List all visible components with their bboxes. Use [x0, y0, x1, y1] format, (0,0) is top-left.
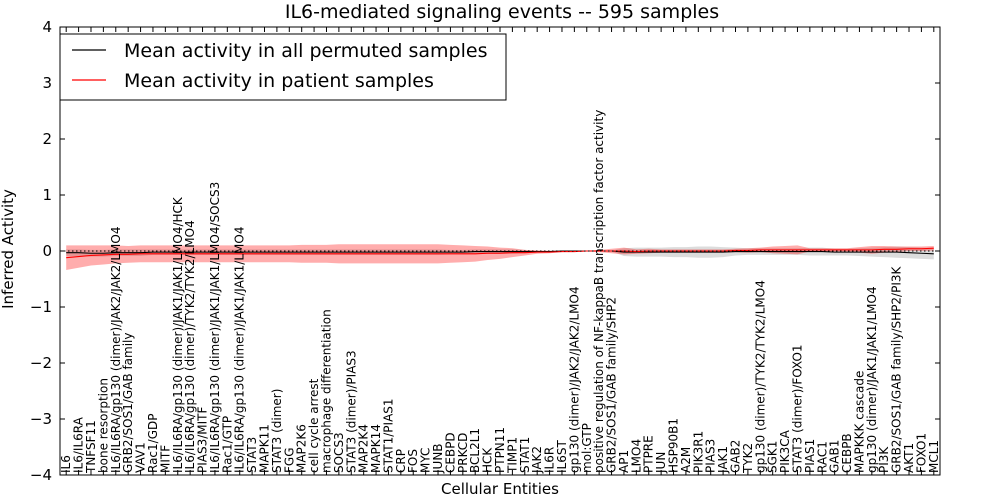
x-tick-label: cell cycle arrest: [307, 378, 321, 473]
x-tick-label: IL6ST: [555, 440, 569, 473]
x-tick-label: PTPN11: [493, 427, 507, 473]
x-tick-label: PI3K: [877, 446, 891, 473]
x-tick-label: SOCS3: [332, 432, 346, 473]
x-tick-label: GRB2/SOS1/GAB family/SHP2: [605, 297, 619, 473]
y-tick-label: 0: [42, 242, 52, 260]
legend-label-patient: Mean activity in patient samples: [124, 70, 434, 92]
x-tick-label: PIK3CA: [778, 429, 792, 473]
y-axis-label: Inferred Activity: [0, 189, 17, 309]
x-tick-label: STAT1/PIAS1: [381, 398, 395, 473]
x-tick-label: gp130 (dimer)/JAK2/JAK2/LMO4: [567, 286, 581, 473]
x-tick-label: PIAS1: [803, 439, 817, 473]
x-tick-label: PRKCD: [456, 433, 470, 473]
x-tick-label: STAT3 (dimer)/PIAS3: [344, 350, 358, 473]
x-tick-label: STAT3 (dimer)/FOXO1: [790, 344, 804, 473]
x-tick-label: LMO4: [629, 439, 643, 473]
y-axis: −4 −3 −2 −1 0 1 2 3 4: [30, 18, 940, 484]
x-tick-label: Rac1/GTP: [220, 416, 234, 473]
x-tick-label: Rac1/GDP: [146, 414, 160, 473]
x-tick-label: gp130 (dimer)/TYK2/TYK2/LMO4: [753, 280, 767, 473]
x-tick-label: GRB2/SOS1/GAB family/SHP2/PI3K: [890, 265, 904, 473]
chart-title: IL6-mediated signaling events -- 595 sam…: [285, 1, 719, 23]
x-tick-label: A2M: [679, 447, 693, 473]
x-tick-label: CEBPB: [840, 433, 854, 473]
y-tick-label: 2: [42, 130, 52, 148]
x-tick-label: GRB2/SOS1/GAB family: [121, 333, 135, 474]
x-tick-label: TNFSF11: [84, 420, 98, 474]
legend-box: [59, 33, 507, 101]
y-tick-label: 1: [42, 186, 52, 204]
x-tick-label: IL6/IL6RA/gp130 (dimer)/JAK1/JAK1/LMO4/H…: [171, 196, 185, 473]
x-tick-label: AP1: [617, 450, 631, 473]
x-tick-label: TYK2: [741, 443, 755, 474]
y-tick-label: 4: [42, 18, 52, 36]
x-tick-label: MAP2K4: [357, 424, 371, 473]
series-lines: [66, 247, 934, 259]
y-tick-label: 3: [42, 74, 52, 92]
x-tick-label: PTPRE: [642, 435, 656, 473]
x-tick-label: JAK2: [530, 446, 544, 474]
x-tick-label: CEBPD: [443, 432, 457, 473]
y-tick-label: −3: [30, 410, 52, 428]
x-tick-label: PIK3R1: [691, 431, 705, 473]
x-tick-label: MAPK14: [369, 424, 383, 473]
x-tick-label: MAPK11: [258, 424, 272, 473]
x-tick-label: mol:GTP: [580, 423, 594, 473]
x-tick-label: PIAS3/MITF: [196, 406, 210, 473]
x-tick-label: IL6/IL6RA/gp130 (dimer)/JAK2/JAK2/LMO4: [109, 227, 123, 473]
x-tick-label: HSP90B1: [667, 418, 681, 473]
x-tick-label: MCL1: [927, 440, 941, 473]
x-tick-label: STAT3: [245, 437, 259, 473]
x-tick-label: STAT3 (dimer): [270, 389, 284, 473]
x-tick-label: gp130 (dimer)/JAK1/JAK1/LMO4: [865, 286, 879, 473]
x-tick-label: HCK: [481, 447, 495, 473]
x-tick-label: positive regulation of NF-kappaB transcr…: [592, 110, 606, 473]
x-tick-label: PIAS3: [704, 439, 718, 473]
legend-label-permuted: Mean activity in all permuted samples: [124, 40, 487, 62]
x-tick-label: TIMP1: [505, 437, 519, 474]
x-tick-label: GAB1: [828, 440, 842, 473]
y-tick-label: −2: [30, 354, 52, 372]
x-tick-label: JUNB: [431, 443, 445, 474]
x-tick-label: MITF: [158, 445, 172, 473]
x-tick-label: IL6/IL6RA/gp130 (dimer)/TYK2/TYK2/LMO4: [183, 220, 197, 473]
x-tick-label: FOXO1: [914, 433, 928, 473]
x-tick-label: IL6: [59, 455, 73, 473]
x-tick-label: MAPKKK cascade: [852, 371, 866, 473]
x-tick-label: AKT1: [902, 443, 916, 473]
x-tick-label: GAB2: [728, 440, 742, 473]
line-mean-activity-in-all-permuted-samples: [66, 250, 934, 255]
x-tick-label: JUN: [654, 452, 668, 474]
legend: Mean activity in all permuted samples Me…: [59, 33, 507, 101]
x-tick-label: IL6R: [543, 447, 557, 473]
x-tick-label: BCL2L1: [468, 428, 482, 473]
x-tick-label: IL6/IL6RA/gp130 (dimer)/JAK1/JAK1/LMO4: [233, 227, 247, 473]
x-tick-label: RAC1: [815, 441, 829, 473]
y-tick-label: −1: [30, 298, 52, 316]
x-tick-label: macrophage differentiation: [319, 309, 333, 473]
x-tick-label: CRP: [394, 449, 408, 473]
x-tick-label: bone resorption: [96, 378, 110, 473]
x-tick-label: IL6/IL6RA: [72, 416, 86, 473]
x-tick-label: MYC: [419, 448, 433, 473]
line-mean-activity-in-patient-samples: [66, 247, 934, 259]
x-tick-label: MAP2K6: [295, 424, 309, 473]
x-tick-label: STAT1: [518, 437, 532, 473]
x-tick-label: IL6/IL6RA/gp130 (dimer)/JAK1/JAK1/LMO4/S…: [208, 182, 222, 473]
x-tick-label: SGK1: [766, 441, 780, 473]
x-tick-label: FGG: [282, 448, 296, 474]
x-tick-label: FOS: [406, 449, 420, 473]
x-axis-label: Cellular Entities: [441, 480, 559, 498]
x-tick-label: VAV1: [134, 442, 148, 473]
x-tick-label: JAK1: [716, 446, 730, 474]
y-tick-label: −4: [30, 466, 52, 484]
